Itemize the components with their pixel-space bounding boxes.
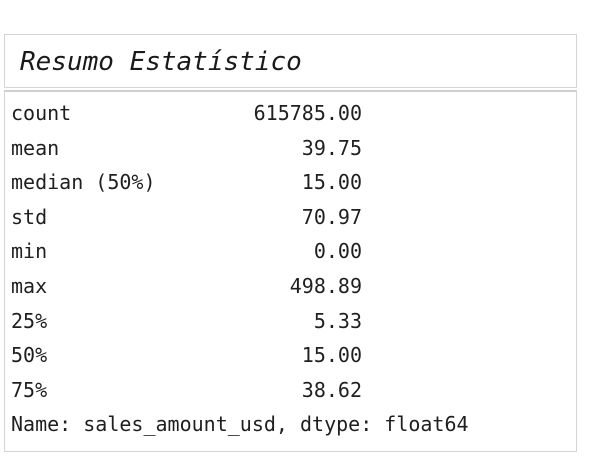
stat-label: mean	[11, 135, 60, 160]
stat-value: 498.89	[289, 273, 362, 298]
summary-output: count 615785.00 mean 39.75 median (50%) …	[4, 90, 577, 452]
stat-row-min: min 0.00	[11, 234, 576, 269]
stat-row-std: std 70.97	[11, 200, 576, 235]
stat-row-median: median (50%) 15.00	[11, 165, 576, 200]
stat-label: median (50%)	[11, 170, 156, 195]
stat-row-max: max 498.89	[11, 269, 576, 304]
stat-label: 50%	[11, 343, 48, 368]
stat-label: std	[11, 204, 48, 229]
stat-row-75: 75% 38.62	[11, 373, 576, 408]
series-metadata: Name: sales_amount_usd, dtype: float64	[11, 412, 469, 437]
summary-title: Resumo Estatístico	[20, 47, 302, 77]
stat-value: 38.62	[301, 377, 362, 402]
stat-value: 5.33	[313, 308, 362, 333]
stat-value: 615785.00	[253, 101, 362, 125]
stat-label: min	[11, 239, 48, 264]
stat-row-count: count 615785.00	[11, 96, 576, 131]
stat-row-50: 50% 15.00	[11, 338, 576, 373]
stat-label: count	[11, 101, 72, 125]
stat-label: max	[11, 273, 48, 298]
summary-rows: count 615785.00 mean 39.75 median (50%) …	[11, 96, 576, 442]
stat-value: 70.97	[301, 204, 362, 229]
summary-title-box: Resumo Estatístico	[4, 34, 577, 88]
stat-row-mean: mean 39.75	[11, 131, 576, 166]
stat-value: 15.00	[301, 343, 362, 368]
stat-value: 15.00	[301, 170, 362, 195]
stat-row-25: 25% 5.33	[11, 304, 576, 339]
stat-value: 0.00	[313, 239, 362, 264]
stat-label: 75%	[11, 377, 48, 402]
stat-label: 25%	[11, 308, 48, 333]
stat-value: 39.75	[301, 135, 362, 160]
